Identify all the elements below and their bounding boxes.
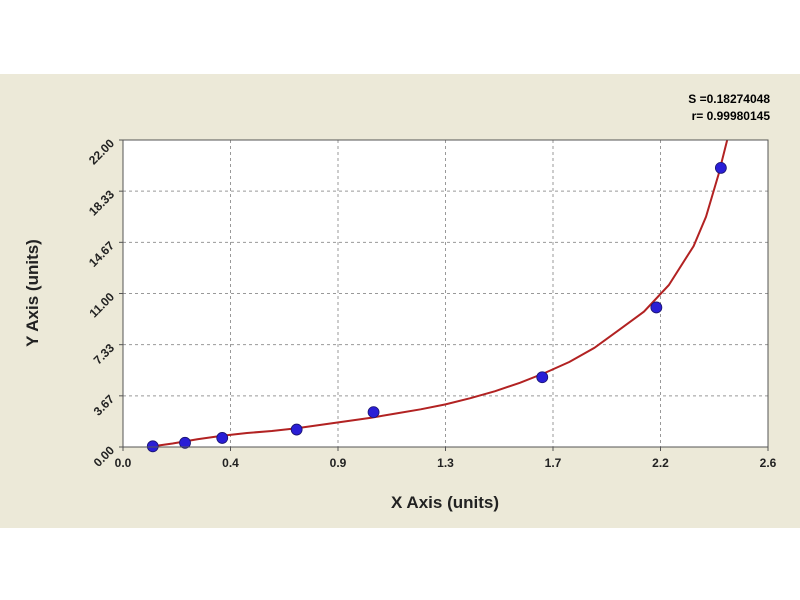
x-tick-label: 1.7 — [545, 456, 562, 470]
y-tick-label: 7.33 — [91, 341, 118, 368]
data-point — [179, 436, 191, 449]
x-tick-label: 2.2 — [652, 456, 669, 470]
data-point — [714, 162, 727, 174]
data-point — [146, 440, 159, 453]
data-point — [650, 301, 663, 314]
x-tick-label: 0.4 — [222, 456, 239, 470]
data-point — [367, 406, 380, 419]
fitted-curve — [147, 139, 729, 448]
y-tick-label: 11.00 — [86, 289, 117, 320]
y-tick-label: 22.00 — [86, 136, 117, 167]
data-point — [536, 371, 549, 384]
y-tick-label: 0.00 — [91, 443, 118, 470]
stat-s-value: S =0.18274048 — [688, 92, 770, 106]
data-point — [216, 432, 229, 444]
x-tick-label: 2.6 — [760, 456, 777, 470]
y-tick-label: 14.67 — [86, 238, 117, 269]
x-tick-label: 0.9 — [330, 456, 347, 470]
stat-r-value: r= 0.99980145 — [691, 109, 770, 123]
y-tick-label: 3.67 — [91, 392, 118, 419]
y-tick-label: 18.33 — [86, 187, 117, 218]
x-axis-label: X Axis (units) — [391, 493, 499, 512]
x-tick-label: 1.3 — [437, 456, 454, 470]
x-tick-label: 0.0 — [115, 456, 132, 470]
data-points — [146, 162, 727, 453]
data-point — [290, 423, 303, 436]
plot-frame — [122, 139, 769, 448]
y-axis-label: Y Axis (units) — [23, 239, 42, 347]
